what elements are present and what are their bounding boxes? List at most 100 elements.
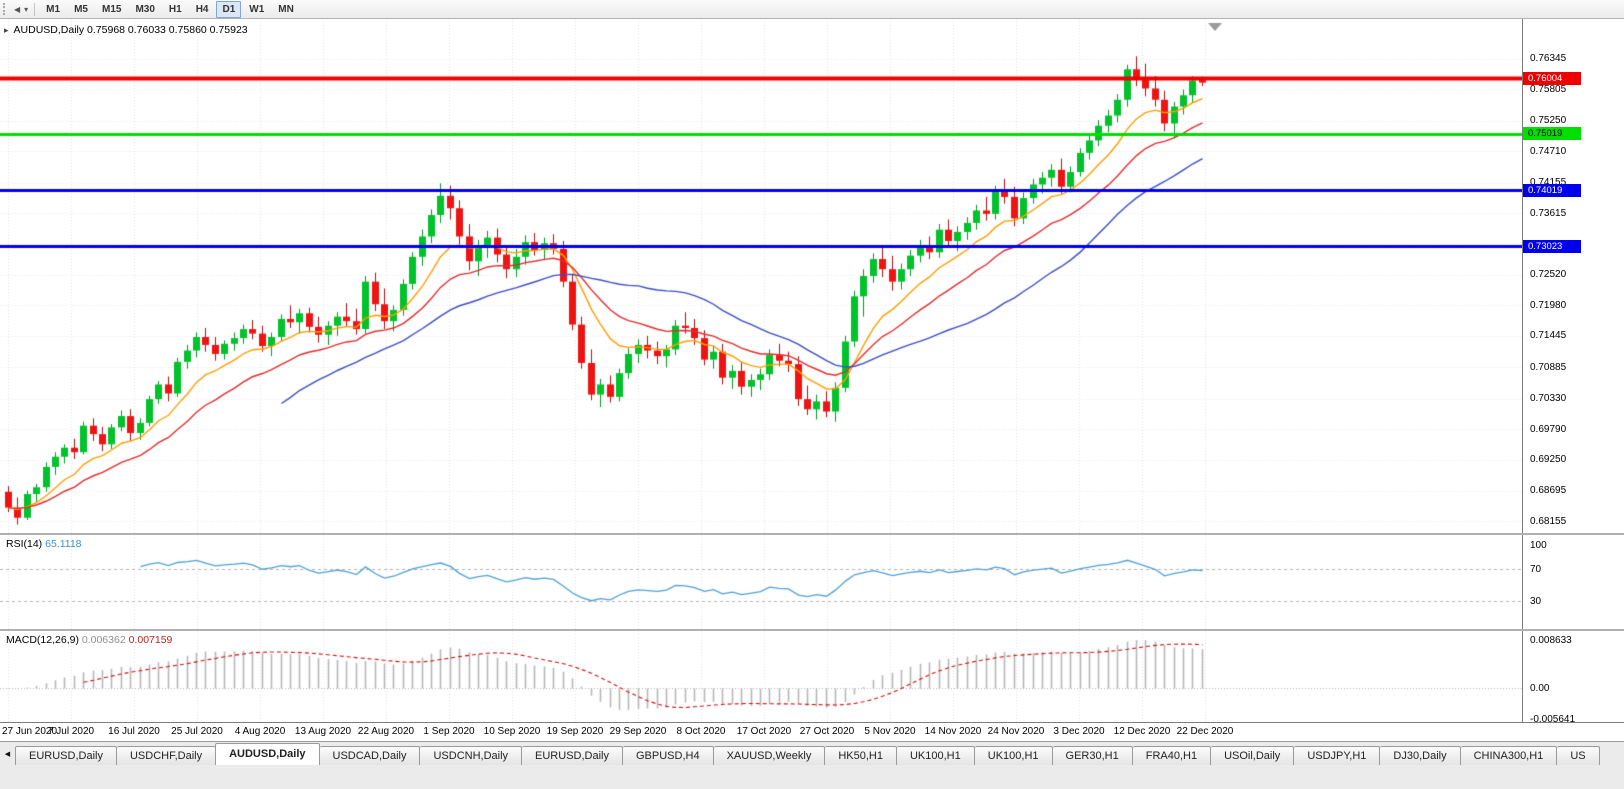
chart-tab-gbpusd-h4[interactable]: GBPUSD,H4 — [623, 746, 714, 765]
macd-indicator-canvas[interactable] — [0, 631, 1522, 722]
rsi-axis-label: 30 — [1530, 595, 1542, 607]
toolbar-grip[interactable] — [3, 3, 8, 15]
chart-tab-usdcad-daily[interactable]: USDCAD,Daily — [319, 746, 421, 765]
price-axis-label: 0.74155 — [1530, 177, 1567, 189]
price-axis-label: 0.74710 — [1530, 145, 1567, 157]
dropdown-caret-icon[interactable]: ▾ — [24, 4, 29, 14]
chart-tab-us[interactable]: US — [1557, 746, 1600, 765]
rsi-value: 65.1118 — [45, 538, 82, 550]
chart-tab-usdcnh-daily[interactable]: USDCNH,Daily — [420, 746, 523, 765]
price-axis[interactable]: 0.76345 0.75805 0.75250 0.74710 0.74155 0.736… — [1522, 19, 1624, 725]
rsi-title: RSI(14) 65.1118 — [6, 538, 82, 550]
macd-title: MACD(12,26,9) 0.006362 0.007159 — [6, 634, 172, 646]
price-axis-label: 0.70885 — [1530, 361, 1567, 373]
chart-tab-audusd-daily[interactable]: AUDUSD,Daily — [215, 743, 320, 765]
chart-tabs: ◀ EURUSD,Daily USDCHF,Daily AUDUSD,Daily US… — [0, 742, 1624, 765]
chart-ohlc-values: 0.75968 0.76033 0.75860 0.75923 — [87, 24, 248, 36]
price-axis-label: 0.68695 — [1530, 485, 1567, 497]
price-axis-label: 0.71445 — [1530, 330, 1567, 342]
chart-tab-fra40-h1[interactable]: FRA40,H1 — [1132, 746, 1212, 765]
chart-tab-eurusd-daily[interactable]: EURUSD,Daily — [15, 746, 117, 765]
date-axis-label: 19 Sep 2020 — [546, 726, 604, 737]
charts-icon[interactable]: ◀ — [14, 4, 21, 14]
chart-tab-bar: ◀ EURUSD,Daily USDCHF,Daily AUDUSD,Daily US… — [0, 741, 1624, 789]
date-axis-label: 8 Oct 2020 — [676, 726, 726, 737]
time-axis[interactable]: 27 Jun 2020 7 Jul 2020 16 Jul 2020 25 Jul 2… — [0, 722, 1624, 741]
macd-signal-value: 0.007159 — [128, 634, 173, 646]
date-axis-label: 27 Oct 2020 — [799, 726, 855, 737]
timeframe-buttons: M1 M5 M15 M30 H1 H4 D1 W1 MN — [39, 0, 301, 18]
date-axis-label: 22 Aug 2020 — [357, 726, 415, 737]
rsi-axis-label: 70 — [1530, 563, 1542, 575]
chart-tab-eurusd-daily[interactable]: EURUSD,Daily — [522, 746, 623, 765]
rsi-label: RSI(14) — [6, 538, 43, 550]
date-axis-label: 13 Aug 2020 — [294, 726, 352, 737]
price-level-badge: 0.73023 — [1523, 239, 1581, 253]
toolbar-separator — [34, 2, 36, 16]
rsi-splitter[interactable] — [0, 533, 1624, 535]
price-axis-label: 0.69250 — [1530, 454, 1567, 466]
chart-tab-hk50-h1[interactable]: HK50,H1 — [825, 746, 897, 765]
timeframe-button-d1[interactable]: D1 — [216, 0, 242, 18]
macd-axis-label: 0.00 — [1530, 682, 1550, 694]
chart-tab-uk100-h1[interactable]: UK100,H1 — [896, 746, 975, 765]
chart-tab-uk100-h1[interactable]: UK100,H1 — [974, 746, 1053, 765]
timeframe-button-m5[interactable]: M5 — [74, 3, 88, 15]
price-level-badge: 0.74019 — [1523, 183, 1581, 197]
chart-tab-ger30-h1[interactable]: GER30,H1 — [1052, 746, 1133, 765]
price-axis-label: 0.69790 — [1530, 423, 1567, 435]
price-axis-label: 0.75250 — [1530, 115, 1567, 127]
price-axis-label: 0.72520 — [1530, 269, 1567, 281]
chart-tab-china300-h1[interactable]: CHINA300,H1 — [1460, 746, 1558, 765]
one-click-trading-arrow[interactable]: ▸ — [4, 25, 9, 35]
rsi-axis-label: 100 — [1530, 539, 1547, 551]
macd-axis-label: 0.008633 — [1530, 634, 1572, 646]
timeframe-button-w1[interactable]: W1 — [249, 3, 265, 15]
timeframe-button-m30[interactable]: M30 — [135, 3, 155, 15]
date-axis-label: 7 Jul 2020 — [47, 726, 95, 737]
price-axis-label: 0.76345 — [1530, 53, 1567, 65]
date-axis-label: 4 Aug 2020 — [234, 726, 286, 737]
chart-title: ▸ AUDUSD,Daily 0.75968 0.76033 0.75860 0.… — [4, 24, 248, 36]
timeframe-button-m15[interactable]: M15 — [101, 3, 122, 15]
timeframe-toolbar: ◀ ▾ M1 M5 M15 M30 H1 H4 D1 W1 MN — [0, 0, 1624, 19]
date-axis-label: 1 Sep 2020 — [423, 726, 475, 737]
macd-label: MACD(12,26,9) — [6, 634, 79, 646]
price-axis-label: 0.73615 — [1530, 207, 1567, 219]
date-axis-label: 5 Nov 2020 — [864, 726, 916, 737]
date-axis-label: 14 Nov 2020 — [924, 726, 982, 737]
date-axis-label: 22 Dec 2020 — [1176, 726, 1234, 737]
price-chart-canvas[interactable] — [0, 19, 1522, 533]
timeframe-button-m1[interactable]: M1 — [46, 3, 61, 15]
chart-symbol-period: AUDUSD,Daily — [13, 24, 85, 36]
chart-tab-usdjpy-h1[interactable]: USDJPY,H1 — [1294, 746, 1381, 765]
price-axis-label: 0.75805 — [1530, 83, 1567, 95]
price-axis-label: 0.70330 — [1530, 393, 1567, 405]
date-axis-label: 10 Sep 2020 — [483, 726, 541, 737]
timeframe-button-h1[interactable]: H1 — [168, 3, 182, 15]
date-axis-label: 12 Dec 2020 — [1113, 726, 1171, 737]
chart-tab-xauusd-weekly[interactable]: XAUUSD,Weekly — [713, 746, 826, 765]
chart-tab-usoil-daily[interactable]: USOil,Daily — [1211, 746, 1295, 765]
timeframe-button-mn[interactable]: MN — [278, 3, 294, 15]
tab-scroll-left-icon[interactable]: ◀ — [4, 751, 11, 758]
timeframe-button-h4[interactable]: H4 — [195, 3, 209, 15]
date-axis-label: 25 Jul 2020 — [171, 726, 223, 737]
price-axis-label: 0.71980 — [1530, 299, 1567, 311]
rsi-indicator-canvas[interactable] — [0, 535, 1522, 629]
macd-splitter[interactable] — [0, 629, 1624, 631]
macd-main-value: 0.006362 — [81, 634, 126, 646]
price-level-badge: 0.76004 — [1523, 71, 1581, 85]
chart-tab-dj30-daily[interactable]: DJ30,Daily — [1380, 746, 1461, 765]
date-axis-label: 3 Dec 2020 — [1053, 726, 1105, 737]
chart-tab-usdchf-daily[interactable]: USDCHF,Daily — [116, 746, 217, 765]
date-axis-label: 27 Jun 2020 — [2, 726, 58, 737]
macd-axis-label: -0.005641 — [1530, 713, 1576, 725]
date-axis-label: 17 Oct 2020 — [736, 726, 792, 737]
price-axis-label: 0.68155 — [1530, 515, 1567, 527]
date-axis-label: 24 Nov 2020 — [987, 726, 1045, 737]
date-axis-label: 29 Sep 2020 — [609, 726, 667, 737]
date-axis-label: 16 Jul 2020 — [108, 726, 160, 737]
price-level-badge: 0.75019 — [1523, 127, 1581, 141]
